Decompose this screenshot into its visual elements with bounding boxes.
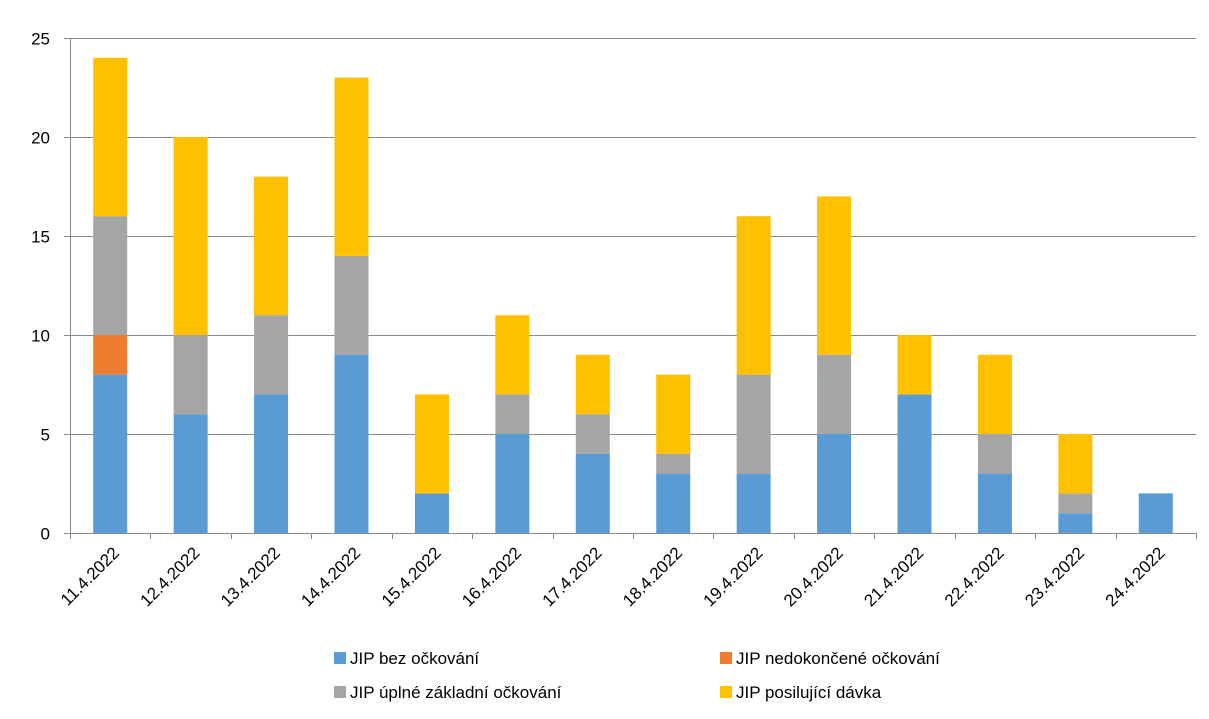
legend-label: JIP posilující dávka: [736, 683, 882, 702]
legend-swatch: [334, 652, 346, 664]
y-tick-label: 25: [31, 30, 50, 49]
bar-segment-series-3: [897, 335, 932, 395]
bar-segment-series-0: [173, 414, 208, 533]
legend-label: JIP úplné základní očkování: [350, 683, 562, 702]
bar-segment-series-2: [254, 315, 289, 395]
bar-segment-series-3: [817, 196, 852, 355]
bar-segment-series-3: [334, 77, 369, 256]
x-tick-label: 19.4.2022: [700, 543, 767, 610]
x-tick-label: 20.4.2022: [780, 543, 847, 610]
legend-swatch: [334, 686, 346, 698]
y-tick-label: 15: [31, 228, 50, 247]
bar-segment-series-2: [93, 216, 128, 335]
bar-segment-series-0: [656, 473, 691, 533]
x-tick-label: 16.4.2022: [458, 543, 525, 610]
bar-segment-series-0: [736, 473, 771, 533]
bar-segment-series-0: [414, 493, 449, 533]
bar-segment-series-3: [736, 216, 771, 375]
bar-segment-series-0: [93, 374, 128, 533]
bar-segment-series-3: [173, 137, 208, 335]
y-tick-labels: 0 5 10 15 20 25: [31, 30, 70, 544]
bar-segment-series-3: [1058, 434, 1093, 494]
x-tick-label: 23.4.2022: [1021, 543, 1088, 610]
bar-segment-series-3: [414, 394, 449, 494]
y-tick-label: 10: [31, 327, 50, 346]
bar-segment-series-0: [817, 434, 852, 533]
bars: [93, 57, 1173, 533]
bar-segment-series-2: [977, 434, 1012, 474]
bar-segment-series-0: [1138, 493, 1173, 533]
bar-segment-series-2: [736, 374, 771, 474]
legend-swatch: [720, 652, 732, 664]
x-tick-label: 21.4.2022: [860, 543, 927, 610]
legend: JIP bez očkování JIP nedokončené očkování…: [334, 649, 940, 702]
bar-segment-series-2: [334, 255, 369, 355]
gridlines: [70, 38, 1196, 435]
bar-segment-series-2: [575, 414, 610, 454]
x-tick-label: 24.4.2022: [1102, 543, 1169, 610]
bar-segment-series-3: [254, 176, 289, 316]
x-tick-label: 17.4.2022: [539, 543, 606, 610]
bar-segment-series-2: [1058, 493, 1093, 514]
x-tick-label: 12.4.2022: [137, 543, 204, 610]
x-tick-label: 11.4.2022: [57, 543, 123, 609]
bar-segment-series-0: [1058, 513, 1093, 533]
bar-segment-series-3: [977, 354, 1012, 434]
bar-segment-series-3: [575, 354, 610, 415]
bar-segment-series-2: [495, 394, 530, 434]
x-tick-label: 22.4.2022: [941, 543, 1008, 610]
bar-segment-series-0: [495, 434, 530, 533]
legend-swatch: [720, 686, 732, 698]
x-tick-label: 13.4.2022: [217, 543, 284, 610]
x-tick-label: 15.4.2022: [378, 543, 445, 610]
legend-label: JIP nedokončené očkování: [736, 649, 940, 668]
x-tick-label: 14.4.2022: [297, 543, 364, 610]
bar-segment-series-3: [495, 315, 530, 395]
bar-segment-series-0: [254, 394, 289, 533]
bar-segment-series-0: [897, 394, 932, 533]
y-tick-label: 20: [31, 129, 50, 148]
bar-segment-series-0: [575, 453, 610, 533]
bar-segment-series-0: [977, 473, 1012, 533]
bar-segment-series-0: [334, 354, 369, 533]
y-tick-label: 0: [41, 525, 50, 544]
y-tick-label: 5: [41, 426, 50, 445]
x-tick-labels: 11.4.2022 12.4.2022 13.4.2022 14.4.2022 15.4…: [57, 543, 1169, 610]
axes: [70, 38, 1197, 539]
bar-segment-series-3: [93, 57, 128, 217]
bar-segment-series-2: [817, 354, 852, 434]
bar-segment-series-2: [656, 453, 691, 474]
x-tick-label: 18.4.2022: [619, 543, 686, 610]
bar-segment-series-3: [656, 374, 691, 454]
legend-label: JIP bez očkování: [350, 649, 479, 668]
bar-segment-series-1: [93, 335, 128, 375]
bar-segment-series-2: [173, 335, 208, 415]
